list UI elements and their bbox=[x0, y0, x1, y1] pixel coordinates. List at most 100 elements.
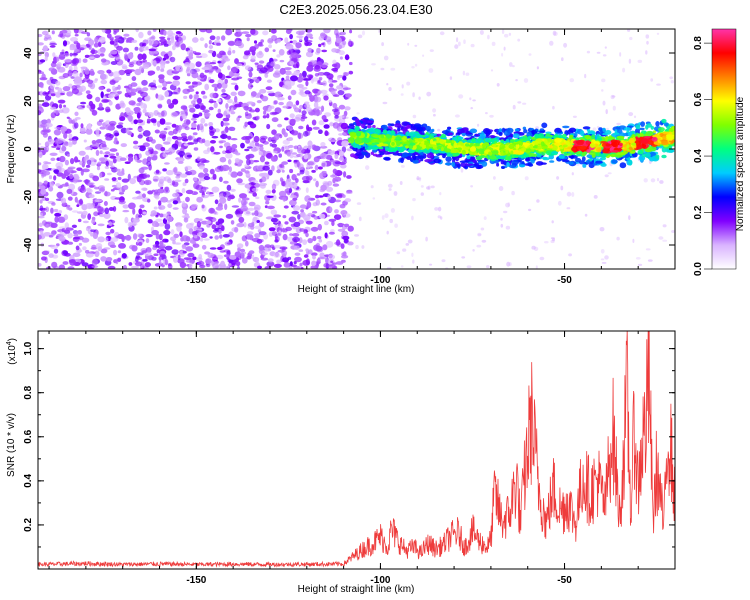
heatmap-cell bbox=[600, 249, 605, 254]
heatmap-cell bbox=[253, 135, 260, 143]
heatmap-cell bbox=[282, 196, 287, 202]
heatmap-cell bbox=[188, 85, 195, 89]
heatmap-cell bbox=[124, 161, 131, 164]
heatmap-cell bbox=[258, 221, 265, 228]
heatmap-cell bbox=[146, 156, 152, 162]
heatmap-cell bbox=[39, 199, 43, 204]
heatmap-cell bbox=[264, 73, 269, 78]
heatmap-cell bbox=[165, 170, 174, 176]
heatmap-cell bbox=[172, 128, 178, 135]
heatmap-cell bbox=[82, 105, 86, 109]
heatmap-cell bbox=[569, 78, 575, 83]
heatmap-cell bbox=[305, 80, 309, 87]
heatmap-cell bbox=[318, 120, 325, 126]
heatmap-cell bbox=[186, 154, 192, 158]
heatmap-cell bbox=[355, 152, 363, 156]
heatmap-cell bbox=[305, 258, 310, 266]
heatmap-cell bbox=[225, 152, 233, 159]
heatmap-cell bbox=[343, 171, 347, 178]
heatmap-cell bbox=[342, 40, 347, 46]
heatmap-cell bbox=[220, 266, 228, 269]
heatmap-cell bbox=[168, 263, 172, 267]
heatmap-cell bbox=[293, 145, 299, 150]
heatmap-cell bbox=[172, 200, 179, 205]
heatmap-cell bbox=[292, 40, 298, 45]
heatmap-cell bbox=[257, 44, 264, 47]
heatmap-cell bbox=[344, 198, 352, 203]
heatmap-cell bbox=[54, 216, 59, 223]
heatmap-cell bbox=[271, 189, 276, 194]
heatmap-cell bbox=[566, 207, 571, 210]
heatmap-cell bbox=[187, 252, 195, 258]
heatmap-cell bbox=[152, 29, 157, 32]
heatmap-cell bbox=[73, 49, 78, 53]
heatmap-cell bbox=[656, 177, 660, 182]
heatmap-cell bbox=[321, 171, 327, 177]
heatmap-cell bbox=[258, 231, 267, 236]
heatmap-cell bbox=[144, 179, 152, 186]
heatmap-cell bbox=[131, 265, 139, 269]
heatmap-cell bbox=[247, 207, 255, 211]
heatmap-cell bbox=[313, 215, 319, 220]
heatmap-cell bbox=[370, 151, 374, 155]
heatmap-cell bbox=[220, 260, 225, 266]
heatmap-cell bbox=[242, 257, 248, 264]
heatmap-cell bbox=[227, 171, 232, 175]
heatmap-cell bbox=[242, 55, 249, 60]
heatmap-cell bbox=[106, 33, 112, 39]
heatmap-cell bbox=[236, 116, 240, 122]
heatmap-cell bbox=[149, 87, 157, 91]
heatmap-cell bbox=[478, 133, 487, 139]
heatmap-cell bbox=[192, 177, 198, 181]
heatmap-cell bbox=[141, 87, 149, 92]
heatmap-cell bbox=[99, 172, 103, 178]
heatmap-cell bbox=[466, 155, 471, 160]
heatmap-cell bbox=[185, 196, 190, 203]
heatmap-cell bbox=[153, 178, 158, 182]
heatmap-cell bbox=[254, 62, 259, 65]
heatmap-cell bbox=[246, 255, 252, 260]
heatmap-cell bbox=[110, 61, 118, 65]
heatmap-cell bbox=[466, 163, 474, 166]
heatmap-cell bbox=[100, 58, 107, 63]
heatmap-cell bbox=[437, 128, 441, 132]
heatmap-cell bbox=[317, 223, 322, 231]
heatmap-cell bbox=[344, 223, 350, 228]
heatmap-cell bbox=[99, 126, 106, 130]
heatmap-cell bbox=[316, 155, 321, 160]
heatmap-cell bbox=[110, 237, 119, 243]
heatmap-cell bbox=[85, 249, 90, 254]
heatmap-cell bbox=[533, 246, 539, 251]
heatmap-cell bbox=[95, 128, 100, 136]
heatmap-cell bbox=[256, 64, 264, 70]
heatmap-cell bbox=[508, 155, 512, 162]
heatmap-cell bbox=[108, 221, 113, 227]
heatmap-cell bbox=[341, 140, 349, 147]
heatmap-cell bbox=[64, 229, 71, 234]
heatmap-cell bbox=[498, 132, 503, 136]
heatmap-cell bbox=[246, 146, 253, 149]
heatmap-cell bbox=[562, 125, 570, 129]
heatmap-cell bbox=[602, 100, 606, 106]
heatmap-cell bbox=[90, 229, 96, 233]
heatmap-cell bbox=[271, 143, 278, 148]
heatmap-cell bbox=[591, 153, 596, 158]
heatmap-cell bbox=[64, 159, 69, 166]
heatmap-cell bbox=[129, 178, 136, 185]
heatmap-cell bbox=[286, 101, 294, 108]
heatmap-cell bbox=[637, 59, 643, 64]
heatmap-cell bbox=[399, 181, 403, 185]
heatmap-cell bbox=[466, 265, 472, 269]
heatmap-cell bbox=[247, 231, 254, 235]
heatmap-cell bbox=[293, 183, 298, 189]
heatmap-cell bbox=[334, 209, 339, 214]
heatmap-cell bbox=[227, 50, 232, 56]
heatmap-cell bbox=[268, 105, 275, 110]
heatmap-cell bbox=[71, 224, 77, 228]
heatmap-cell bbox=[208, 106, 214, 111]
heatmap-cell bbox=[54, 138, 62, 145]
heatmap-cell bbox=[312, 254, 316, 260]
heatmap-cell bbox=[157, 43, 164, 46]
heatmap-cell bbox=[208, 39, 212, 45]
heatmap-cell bbox=[227, 259, 234, 263]
